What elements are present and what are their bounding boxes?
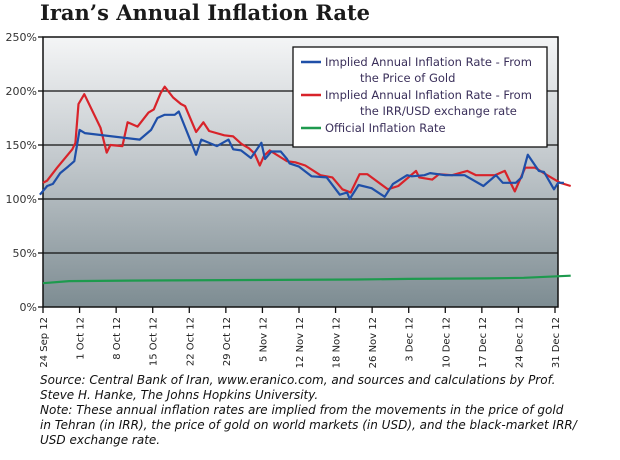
x-tick-label: 10 Dec 12	[441, 317, 452, 368]
x-tick-label: 3 Dec 12	[405, 317, 416, 362]
y-tick-label: 0%	[20, 301, 37, 314]
x-tick-label: 15 Oct 12	[149, 317, 160, 366]
y-tick-label: 150%	[6, 139, 37, 152]
y-tick-label: 100%	[6, 193, 37, 206]
chart-title: Iran’s Annual Inflation Rate	[40, 0, 371, 25]
legend-box	[292, 46, 548, 148]
source-note: Source: Central Bank of Iran, www.eranic…	[40, 373, 556, 402]
series-line-2	[42, 274, 571, 285]
x-tick-label: 8 Oct 12	[112, 317, 123, 360]
y-tick-label: 250%	[6, 31, 37, 44]
x-tick-label: 5 Nov 12	[258, 317, 269, 362]
x-tick-label: 17 Dec 12	[478, 317, 489, 368]
series-line-1	[42, 85, 572, 194]
legend-label: the IRR/USD exchange rate	[360, 104, 517, 118]
legend-label: Official Inflation Rate	[325, 121, 446, 135]
x-tick-label: 1 Oct 12	[76, 317, 87, 360]
x-tick-label: 24 Dec 12	[514, 317, 525, 368]
x-tick-label: 18 Nov 12	[332, 317, 343, 368]
methodology-note: Note: These annual inflation rates are i…	[40, 403, 577, 447]
legend-label: Implied Annual Inflation Rate - From	[325, 55, 532, 69]
x-tick-label: 29 Oct 12	[222, 317, 233, 366]
line-chart: 0% 50% 100% 150% 200% 250% 24 Sep 12 1 Oct 12 8…	[6, 31, 572, 368]
x-tick-label: 26 Nov 12	[368, 317, 379, 368]
x-tick-label: 31 Dec 12	[551, 317, 562, 368]
x-tick-label: 24 Sep 12	[39, 317, 50, 368]
series-line-0	[39, 110, 564, 201]
legend-label: the Price of Gold	[360, 71, 455, 85]
x-tick-label: 22 Oct 12	[185, 317, 196, 366]
legend: Implied Annual Inflation Rate - From the …	[292, 46, 548, 148]
y-tick-label: 50%	[13, 247, 37, 260]
x-tick-label: 12 Nov 12	[295, 317, 306, 368]
y-tick-label: 200%	[6, 85, 37, 98]
legend-label: Implied Annual Inflation Rate - From	[325, 88, 532, 102]
caption: Source: Central Bank of Iran, www.eranic…	[40, 373, 620, 448]
